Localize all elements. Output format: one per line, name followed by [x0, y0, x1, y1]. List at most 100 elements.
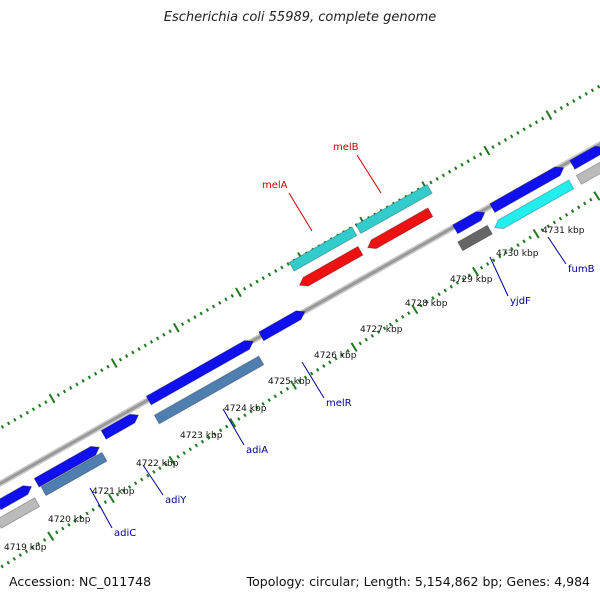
inner-tick: [249, 409, 253, 414]
gene-melA[interactable]: [288, 226, 358, 272]
gene-labels[interactable]: melA melB yjdF fumB melR adiA adiY adiC: [89, 142, 595, 539]
gene-forward-7-outline: [489, 166, 565, 214]
kbp-label-4: 4723 kbp: [180, 431, 223, 441]
gene-name-adiy[interactable]: adiY: [165, 495, 187, 506]
outer-tick: [131, 350, 135, 355]
gene-adiA-body[interactable]: [154, 356, 264, 424]
leader-line-mela: [288, 192, 313, 232]
gene-label-mela[interactable]: melA: [262, 180, 313, 232]
gene-forward-6[interactable]: [452, 211, 486, 235]
gene-forward-7[interactable]: [489, 166, 565, 214]
leader-line-melb: [356, 154, 382, 194]
gene-label-fumb[interactable]: fumB: [547, 236, 595, 275]
gene-dark-1-body[interactable]: [457, 225, 493, 251]
inner-tick: [85, 511, 89, 516]
gene-label-adic[interactable]: adiC: [89, 487, 136, 539]
outer-tick: [143, 343, 147, 348]
gene-melB-body[interactable]: [355, 184, 433, 234]
inner-tick: [194, 443, 199, 448]
inner-tick: [346, 349, 350, 353]
gene-melB[interactable]: [355, 183, 433, 235]
leader-line-fumb: [547, 236, 567, 265]
gene-forward-6-body[interactable]: [452, 211, 485, 234]
gene-adiC[interactable]: [40, 451, 108, 497]
inner-tick: [328, 360, 332, 365]
inner-tick: [297, 379, 302, 384]
gene-forward-3-body[interactable]: [101, 414, 139, 440]
gene-name-melr[interactable]: melR: [326, 398, 352, 409]
gene-name-adic[interactable]: adiC: [114, 528, 136, 539]
gene-forward-2-body[interactable]: [34, 446, 100, 488]
inner-tick: [121, 488, 126, 493]
outer-tick: [572, 99, 576, 103]
gene-fumB[interactable]: [493, 179, 575, 230]
inner-tick: [467, 273, 472, 278]
gene-dark-1[interactable]: [457, 224, 493, 252]
gene-adiA-outline: [153, 355, 265, 425]
kbp-label-0: 4719 kbp: [4, 543, 47, 553]
gene-label-adiy[interactable]: adiY: [142, 464, 187, 506]
gene-gray-1[interactable]: [0, 497, 41, 529]
gene-adiC-body[interactable]: [41, 452, 107, 496]
gene-forward-1-body[interactable]: [0, 485, 32, 510]
gene-forward-4[interactable]: [145, 339, 254, 406]
inner-tick: [593, 191, 600, 201]
gene-name-mela[interactable]: melA: [262, 180, 288, 191]
gene-adiA[interactable]: [153, 355, 265, 425]
inner-tick: [103, 500, 108, 505]
gene-forward-7-body[interactable]: [489, 166, 564, 213]
outer-tick: [578, 95, 582, 100]
outer-tick: [249, 283, 253, 288]
kbp-label-10: 4729 kbp: [450, 275, 493, 285]
inner-tick: [350, 342, 358, 352]
inner-tick: [437, 292, 441, 297]
inner-tick: [394, 318, 399, 323]
outer-tick: [441, 173, 446, 178]
gene-name-yjdf[interactable]: yjdF: [510, 296, 531, 307]
gene-gray-2[interactable]: [575, 161, 600, 185]
inner-tick: [79, 515, 83, 520]
gene-forward-6-outline: [452, 211, 486, 235]
gene-forward-2[interactable]: [33, 445, 101, 488]
gene-red-2-body[interactable]: [367, 207, 433, 249]
gene-red-1-body[interactable]: [299, 246, 363, 287]
gene-label-yjdf[interactable]: yjdF: [489, 256, 531, 307]
inner-tick: [12, 556, 16, 561]
inner-tick: [388, 322, 393, 327]
gene-forward-1[interactable]: [0, 485, 33, 511]
gene-red-1[interactable]: [298, 245, 364, 287]
gene-name-fumb[interactable]: fumB: [568, 264, 595, 275]
kbp-label-12: 4731 kbp: [542, 226, 585, 236]
gene-gray-1-body[interactable]: [0, 497, 40, 529]
outer-tick: [483, 145, 491, 156]
inner-tick: [91, 507, 95, 512]
gene-forward-3[interactable]: [100, 413, 140, 440]
gene-forward-8-body[interactable]: [569, 146, 600, 170]
gene-forward-5-body[interactable]: [258, 310, 305, 341]
accession-text: Accession: NC_011748: [9, 574, 152, 589]
gene-name-melb[interactable]: melB: [333, 142, 359, 153]
inner-tick: [498, 254, 502, 259]
outer-tick: [93, 371, 98, 376]
outer-tick: [180, 322, 185, 327]
gene-label-melb[interactable]: melB: [333, 142, 382, 194]
gene-forward-8[interactable]: [569, 145, 600, 170]
gene-forward-4-body[interactable]: [146, 340, 254, 405]
inner-tick: [407, 311, 411, 316]
gene-fumB-body[interactable]: [494, 180, 574, 229]
gene-gray-2-body[interactable]: [576, 162, 600, 185]
outer-tick: [435, 177, 439, 181]
gene-melA-body[interactable]: [289, 226, 357, 272]
inner-tick: [261, 401, 265, 406]
inner-tick: [443, 288, 447, 293]
gene-red-2[interactable]: [366, 207, 434, 250]
inner-tick: [334, 356, 338, 361]
gene-forward-5[interactable]: [258, 310, 306, 342]
gene-label-melr[interactable]: melR: [301, 361, 352, 409]
gene-label-adia[interactable]: adiA: [222, 408, 268, 456]
outer-tick: [62, 389, 67, 394]
gene-name-adia[interactable]: adiA: [246, 445, 268, 456]
gene-features[interactable]: [0, 145, 600, 529]
inner-tick: [55, 530, 59, 535]
